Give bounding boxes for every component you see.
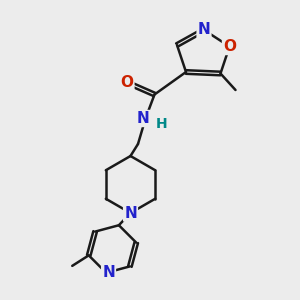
Text: N: N xyxy=(198,22,210,38)
Text: O: O xyxy=(120,75,134,90)
Text: H: H xyxy=(155,117,167,131)
Text: N: N xyxy=(102,265,115,280)
Text: O: O xyxy=(223,39,236,54)
Text: N: N xyxy=(137,111,149,126)
Text: N: N xyxy=(124,206,137,220)
